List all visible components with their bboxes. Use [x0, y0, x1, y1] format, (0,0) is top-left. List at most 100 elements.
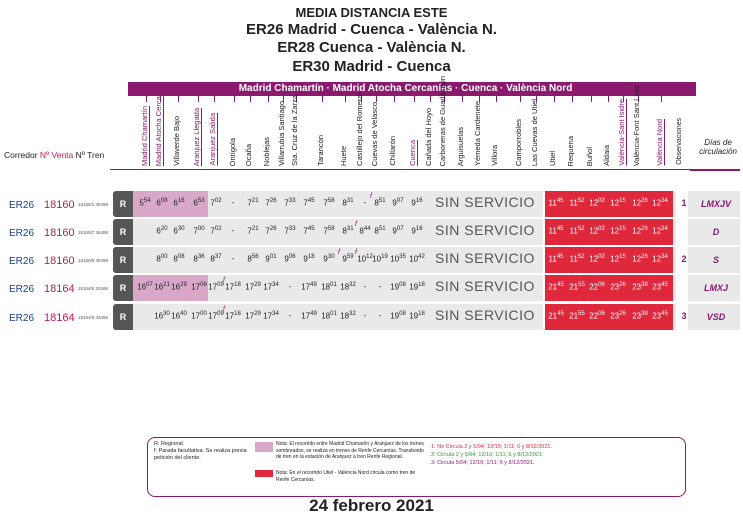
time-cell: -	[231, 226, 235, 235]
facultativa-flag: f	[355, 221, 357, 228]
legend-regional: R: Regional	[154, 441, 183, 447]
circulation-days: LMXJV	[700, 199, 731, 209]
station-header: Las Cuevas de Utiel	[530, 96, 544, 168]
timetable-row: ER26 18164 18164/5 33466 R 1607 1621 1629 1706 1…	[0, 274, 743, 302]
route-banner: Madrid Chamartín · Madrid Atocha Cercaní…	[128, 81, 696, 97]
station-name: Buñol	[585, 146, 594, 166]
station-header: Ocaña	[244, 96, 258, 168]
time-cell: 1202	[589, 226, 605, 236]
time-cell: 733	[284, 198, 296, 208]
station-header: Madrid Atocha Cercanías	[154, 82, 168, 168]
time-cell: 1734	[263, 282, 279, 292]
legend-pink-swatch	[255, 442, 273, 452]
regional-badge: R	[113, 219, 133, 245]
row-background	[133, 304, 543, 330]
station-header: València-Font Sant Lluís	[632, 85, 646, 168]
station-header: Aranjuez Salida	[208, 96, 222, 168]
facultativa-flag: f	[223, 306, 225, 313]
time-cell: 800	[156, 254, 168, 264]
station-name: Cuevas de Velasco	[370, 101, 379, 166]
time-cell: 745	[303, 226, 315, 236]
time-cell: 721	[247, 198, 259, 208]
station-name: Yémeda Cardenete	[473, 100, 482, 166]
station-header: Buñol	[585, 96, 599, 168]
timetable-row: ER26 18160 18160/1 36498 R 554 608 616 653 702-7…	[0, 190, 743, 218]
cercanias-shading	[133, 191, 208, 217]
legend-nota-utiel: Nota: En el recorrido Utiel - València N…	[276, 470, 416, 483]
time-cell: 1706	[191, 282, 207, 292]
cercanias-red-block	[545, 275, 673, 301]
timetable-row: ER26 18160 18160/7 36498 R 620 630 700 702- 721 7…	[0, 218, 743, 246]
time-cell: 1215	[610, 226, 626, 236]
route-banner-label: Madrid Chamartín · Madrid Atocha Cercaní…	[238, 82, 573, 96]
tren-cell: 18160/7 36498	[78, 230, 109, 235]
station-header: Aranjuez Llegada	[192, 96, 206, 168]
facultativa-flag: f	[338, 249, 340, 256]
sin-servicio-label: SIN SERVICIO	[435, 278, 535, 294]
time-cell: 745	[303, 198, 315, 208]
route-line-er28: ER28 Cuenca - València N.	[277, 39, 466, 56]
block-separator	[673, 304, 676, 330]
time-cell: 702	[210, 198, 222, 208]
row-days-background	[688, 219, 740, 245]
station-name: Noblejas	[262, 136, 271, 166]
observation-number: 2	[681, 254, 687, 264]
station-name: Villaverde Bajo	[172, 116, 181, 166]
facultativa-flag: f	[355, 249, 357, 256]
station-header: Aldaia	[602, 96, 616, 168]
observation-number: 3	[681, 311, 687, 321]
time-cell: 1012	[357, 254, 373, 264]
cercanias-red-block	[545, 247, 673, 273]
time-cell: 1718	[225, 311, 241, 321]
sin-servicio-label: SIN SERVICIO	[435, 194, 535, 210]
cercanias-red-block	[545, 191, 673, 217]
time-cell: 930	[323, 254, 335, 264]
header-divider	[110, 169, 696, 170]
station-name: Utiel	[548, 150, 557, 166]
time-cell: 1042	[409, 254, 425, 264]
corredor-cell: ER26	[9, 200, 35, 211]
station-header: Carboneras de Guadazaón	[438, 76, 452, 168]
station-name: Ontígola	[228, 137, 237, 166]
time-cell: 726	[265, 198, 277, 208]
station-name: Sta. Cruz de la Zarza	[290, 95, 299, 166]
time-cell: -	[231, 254, 235, 263]
time-cell: 2345	[652, 282, 668, 292]
time-cell: 1640	[171, 311, 187, 321]
tren-cell: 18164/5 33466	[78, 315, 109, 320]
time-cell: 916	[411, 198, 423, 208]
timetable-row: ER26 18164 18164/5 33466 R 1630 1640 1700 1709 1…	[0, 303, 743, 331]
time-cell: 907	[392, 198, 404, 208]
route-line-er30: ER30 Madrid - Cuenca	[292, 58, 451, 75]
time-cell: 901	[265, 254, 277, 264]
row-days-background	[688, 304, 740, 330]
venta-cell: 18160	[44, 227, 75, 239]
station-name: Castillejo del Romeral	[355, 93, 364, 166]
time-cell: 1202	[589, 254, 605, 264]
time-cell: 1709	[208, 311, 224, 321]
time-cell: 1202	[589, 198, 605, 208]
time-cell: 2345	[652, 311, 668, 321]
time-cell: 959	[342, 254, 354, 264]
time-cell: 554	[139, 198, 151, 208]
time-cell: 2145	[548, 282, 564, 292]
time-cell: 1226	[632, 226, 648, 236]
station-header: Cuenca	[408, 96, 422, 168]
time-cell: 608	[156, 198, 168, 208]
time-cell: 907	[392, 226, 404, 236]
time-cell: 616	[173, 198, 185, 208]
time-cell: 1801	[321, 311, 337, 321]
time-cell: 1734	[263, 311, 279, 321]
time-cell: 1749	[301, 311, 317, 321]
station-name: Tarancón	[316, 135, 325, 166]
time-cell: 620	[156, 226, 168, 236]
time-cell: 1718	[225, 282, 241, 292]
station-header: Villarrubia Santiago	[277, 96, 291, 168]
dias-header: Días de circulación	[699, 138, 737, 156]
station-name: Carboneras de Guadazaón	[438, 75, 447, 166]
station-name: València-Font Sant Lluís	[632, 84, 641, 166]
station-header: Requena	[566, 96, 580, 168]
regional-badge: R	[113, 191, 133, 217]
time-cell: 1234	[652, 254, 668, 264]
time-cell: 916	[411, 226, 423, 236]
